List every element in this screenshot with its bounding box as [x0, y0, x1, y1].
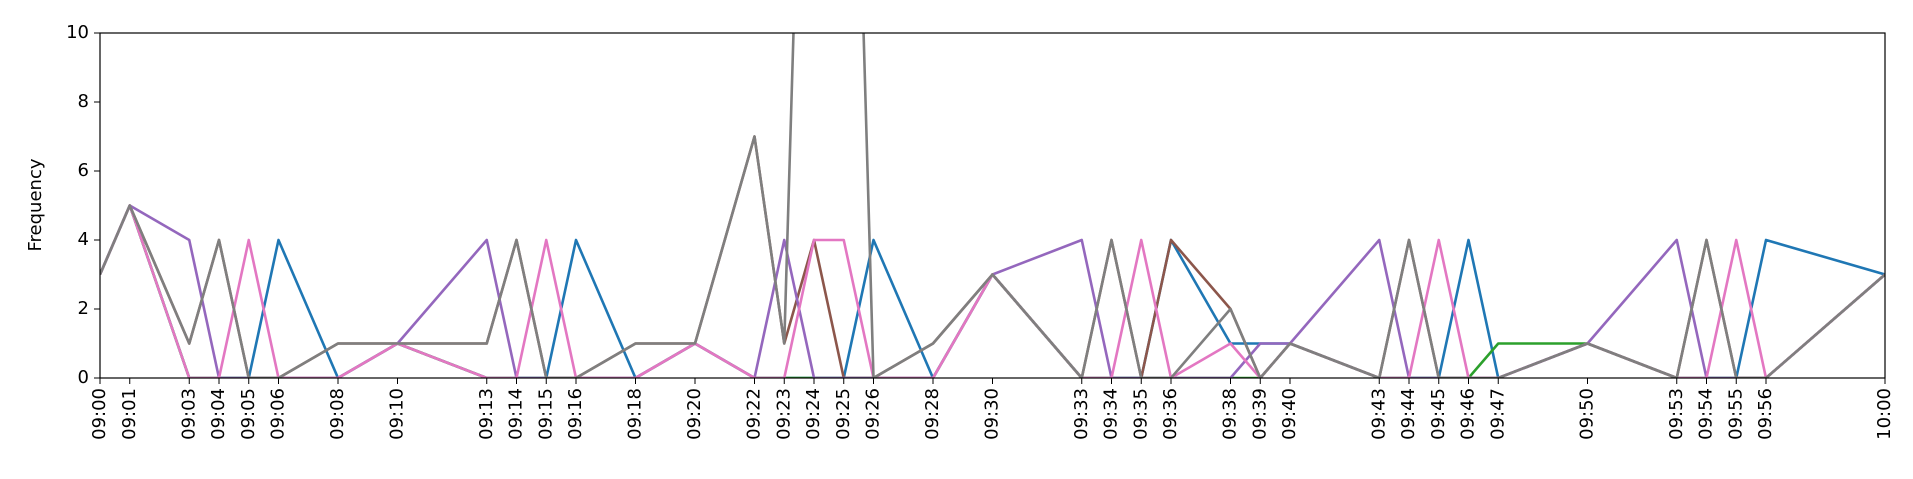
- x-tick-label: 09:30: [982, 388, 1003, 440]
- x-tick-label: 09:04: [208, 388, 229, 440]
- x-tick-label: 09:39: [1249, 388, 1270, 440]
- x-tick-label: 09:24: [803, 388, 824, 440]
- x-tick-label: 09:55: [1725, 388, 1746, 440]
- x-tick-label: 09:50: [1577, 388, 1598, 440]
- x-tick-label: 09:36: [1160, 388, 1181, 440]
- x-tick-label: 09:16: [565, 388, 586, 440]
- plot-lines: [100, 33, 1885, 378]
- x-tick-label: 09:38: [1220, 388, 1241, 440]
- x-tick-label: 09:53: [1666, 388, 1687, 440]
- x-tick-label: 09:56: [1755, 388, 1776, 440]
- x-tick-label: 09:10: [387, 388, 408, 440]
- x-tick-label: 09:28: [922, 388, 943, 440]
- x-tick-label: 09:43: [1368, 388, 1389, 440]
- x-tick-label: 09:06: [268, 388, 289, 440]
- x-tick-label: 09:23: [773, 388, 794, 440]
- x-tick-label: 09:13: [476, 388, 497, 440]
- x-tick-label: 09:47: [1487, 388, 1508, 440]
- x-tick-label: 09:22: [744, 388, 765, 440]
- x-tick-label: 09:00: [89, 388, 110, 440]
- x-tick-label: 09:33: [1071, 388, 1092, 440]
- series-line: [100, 33, 1885, 378]
- x-tick-label: 09:15: [535, 388, 556, 440]
- x-tick-label: 09:35: [1130, 388, 1151, 440]
- x-tick-label: 10:00: [1874, 388, 1895, 440]
- x-tick-label: 09:26: [863, 388, 884, 440]
- y-axis-label: Frequency: [25, 158, 46, 251]
- x-tick-label: 09:46: [1458, 388, 1479, 440]
- series-line: [100, 204, 1885, 378]
- y-tick-label: 4: [78, 229, 89, 250]
- series-line: [100, 204, 1885, 378]
- x-tick-label: 09:08: [327, 388, 348, 440]
- x-tick-label: 09:34: [1101, 388, 1122, 440]
- series-line: [100, 204, 1885, 378]
- x-tick-label: 09:05: [238, 388, 259, 440]
- plot-frame: [99, 32, 1886, 379]
- x-tick-label: 09:54: [1696, 388, 1717, 440]
- x-tick-label: 09:44: [1398, 388, 1419, 440]
- x-tick-label: 09:01: [119, 388, 140, 440]
- series-line: [100, 204, 1885, 378]
- series-line: [100, 135, 1885, 378]
- y-tick-label: 0: [78, 367, 89, 388]
- y-tick-label: 6: [78, 160, 89, 181]
- x-tick-label: 09:45: [1428, 388, 1449, 440]
- y-tick-label: 10: [66, 22, 89, 43]
- y-tick-label: 8: [78, 91, 89, 112]
- x-tick-label: 09:03: [178, 388, 199, 440]
- y-tick-label: 2: [78, 298, 89, 319]
- x-tick-label: 09:25: [833, 388, 854, 440]
- x-tick-label: 09:14: [506, 388, 527, 440]
- x-tick-label: 09:20: [684, 388, 705, 440]
- x-tick-label: 09:18: [625, 388, 646, 440]
- x-tick-label: 09:40: [1279, 388, 1300, 440]
